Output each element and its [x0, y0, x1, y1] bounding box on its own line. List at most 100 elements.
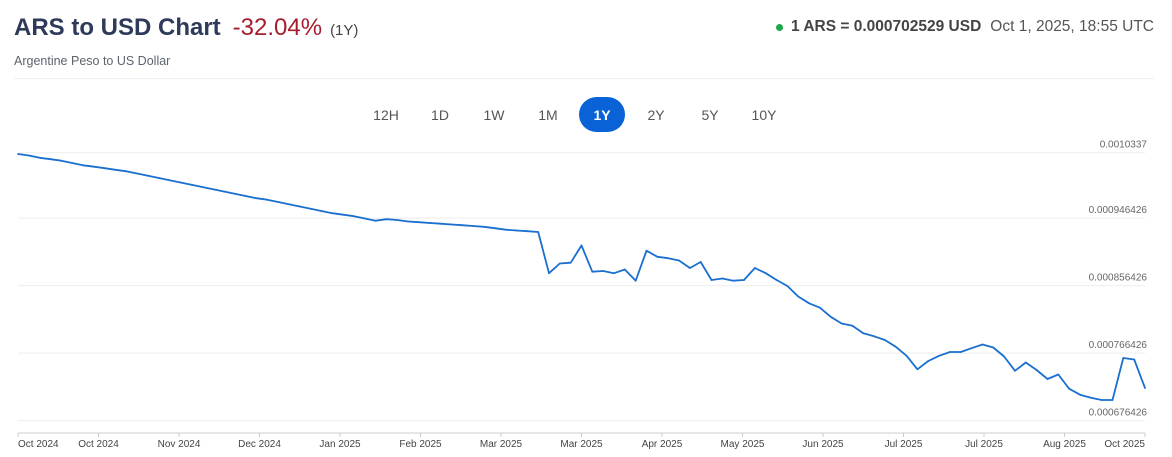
- tab-1y[interactable]: 1Y: [579, 97, 625, 132]
- data-point: [82, 164, 84, 167]
- data-point: [808, 302, 810, 305]
- data-point: [1100, 399, 1103, 401]
- series-line: [17, 153, 1146, 401]
- data-point: [873, 335, 875, 338]
- rate-timestamp: Oct 1, 2025, 18:55 UTC: [990, 18, 1154, 35]
- data-point: [667, 257, 670, 260]
- data-point: [548, 272, 550, 275]
- data-point: [515, 229, 518, 232]
- data-point: [732, 279, 735, 282]
- data-point: [288, 203, 290, 206]
- tab-1m[interactable]: 1M: [525, 97, 571, 132]
- data-point: [1035, 369, 1038, 371]
- data-point: [428, 222, 431, 224]
- y-tick-label: 0.000676426: [1089, 408, 1148, 419]
- x-tick-label: Oct 2024: [18, 439, 59, 450]
- tab-12h[interactable]: 12H: [363, 97, 409, 132]
- data-point: [255, 197, 258, 200]
- data-point: [461, 224, 464, 227]
- data-point: [320, 210, 323, 212]
- data-point: [1014, 369, 1016, 372]
- data-point: [407, 220, 410, 223]
- data-point: [797, 295, 800, 298]
- data-point: [385, 218, 388, 221]
- x-tick-label: Nov 2024: [158, 439, 201, 450]
- data-point: [602, 270, 605, 272]
- tab-10y[interactable]: 10Y: [741, 97, 787, 132]
- data-point: [981, 343, 984, 346]
- data-point: [331, 212, 334, 215]
- data-point: [157, 177, 160, 179]
- data-point: [147, 174, 149, 177]
- tab-5y[interactable]: 5Y: [687, 97, 733, 132]
- data-point: [851, 324, 854, 327]
- data-point: [580, 244, 583, 247]
- data-point: [894, 345, 897, 348]
- x-tick-label: Oct 2025: [1104, 439, 1145, 450]
- tab-1d[interactable]: 1D: [417, 97, 463, 132]
- data-point: [949, 351, 951, 353]
- data-point: [190, 183, 193, 186]
- data-point: [266, 198, 269, 201]
- data-point: [743, 279, 745, 281]
- x-tick-label: Jul 2025: [965, 439, 1003, 450]
- data-point: [1089, 396, 1092, 399]
- data-point: [829, 315, 832, 318]
- page-title: ARS to USD Chart: [14, 14, 221, 41]
- data-point: [959, 351, 962, 353]
- data-point: [884, 339, 886, 341]
- x-tick-label: Mar 2025: [480, 439, 523, 450]
- data-point: [17, 153, 19, 155]
- data-point: [613, 272, 615, 275]
- data-point: [1111, 399, 1114, 401]
- x-tick-label: Aug 2025: [1043, 439, 1086, 450]
- data-point: [309, 207, 312, 210]
- y-tick-label: 0.000856426: [1089, 273, 1148, 284]
- data-point: [342, 213, 344, 216]
- data-point: [537, 231, 540, 233]
- x-tick-label: Jan 2025: [319, 439, 361, 450]
- x-tick-label: May 2025: [721, 439, 765, 450]
- x-tick-label: Oct 2024: [78, 439, 119, 450]
- data-point: [905, 354, 908, 357]
- data-point: [125, 170, 128, 173]
- data-point: [472, 225, 475, 227]
- x-tick-label: Dec 2024: [238, 439, 281, 450]
- data-point: [1144, 387, 1146, 389]
- data-point: [493, 227, 496, 230]
- data-point: [645, 249, 648, 252]
- live-status-icon: [776, 23, 783, 31]
- data-point: [244, 195, 247, 197]
- data-point: [168, 179, 171, 182]
- data-point: [1046, 378, 1049, 380]
- x-tick-label: Apr 2025: [642, 439, 683, 450]
- data-point: [1068, 387, 1071, 390]
- data-point: [396, 219, 399, 221]
- pair-subtitle: Argentine Peso to US Dollar: [14, 54, 171, 68]
- data-point: [49, 158, 52, 161]
- data-point: [233, 192, 236, 195]
- data-point: [840, 322, 843, 325]
- y-tick-label: 0.000946426: [1089, 205, 1148, 216]
- data-point: [504, 228, 507, 231]
- data-point: [212, 188, 214, 191]
- data-point: [688, 267, 691, 269]
- data-point: [439, 222, 442, 225]
- tab-1w[interactable]: 1W: [471, 97, 517, 132]
- data-point: [992, 346, 995, 349]
- tab-2y[interactable]: 2Y: [633, 97, 679, 132]
- data-point: [363, 217, 366, 220]
- data-point: [38, 156, 41, 159]
- period-label: (1Y): [330, 22, 359, 39]
- data-point: [1003, 355, 1006, 358]
- data-point: [786, 285, 789, 287]
- data-point: [819, 306, 821, 309]
- data-point: [298, 205, 301, 208]
- y-tick-label: 0.0010337: [1100, 140, 1148, 151]
- y-tick-label: 0.000766426: [1089, 340, 1148, 351]
- data-point: [678, 259, 680, 262]
- data-point: [201, 186, 204, 188]
- data-point: [591, 270, 594, 273]
- data-point: [721, 277, 724, 280]
- data-point: [623, 268, 626, 271]
